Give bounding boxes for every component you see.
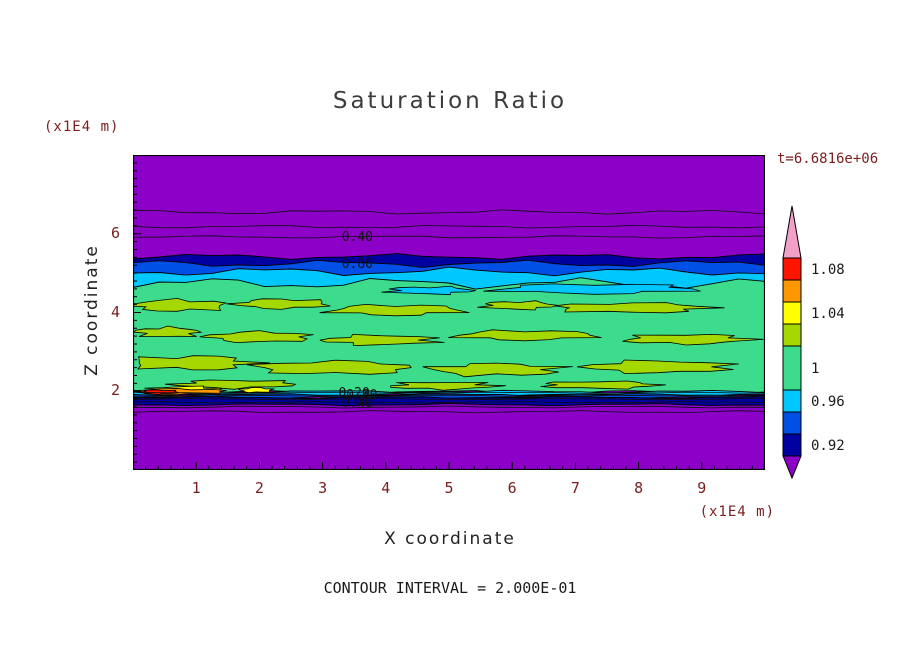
contour-interval-label: CONTOUR INTERVAL = 2.000E-01	[323, 579, 577, 597]
x-tick-label: 7	[570, 479, 580, 497]
x-tick-label: 3	[318, 479, 328, 497]
x-tick-label: 8	[634, 479, 644, 497]
contour-plot: 0.400.800.200.800.40	[133, 155, 765, 470]
contour-line-label: 0.80	[346, 388, 377, 403]
x-tick-label: 1	[191, 479, 201, 497]
x-tick-label: 4	[381, 479, 391, 497]
contour-line-label: 0.80	[342, 257, 373, 272]
colorbar-tick-label: 1.08	[811, 262, 845, 278]
contour-line-label: 0.40	[342, 396, 373, 411]
x-tick-label: 5	[444, 479, 454, 497]
x-tick-label: 2	[254, 479, 264, 497]
colorbar-tick-label: 0.96	[811, 394, 845, 410]
x-axis-title: X coordinate	[384, 529, 516, 549]
x-tick-label: 6	[507, 479, 517, 497]
y-tick-label: 4	[110, 302, 120, 321]
y-axis-unit-label: (x1E4 m)	[44, 119, 120, 135]
x-axis-unit-label: (x1E4 m)	[699, 504, 775, 520]
y-tick-label: 6	[110, 223, 120, 242]
colorbar: 1.08 1.04 1 0.96 0.92	[782, 205, 845, 480]
time-stamp-label: t=6.6816e+06	[777, 151, 879, 167]
colorbar-tick-label: 0.92	[811, 438, 845, 454]
contour-line-label: 0.20	[339, 386, 370, 401]
chart-title: Saturation Ratio	[332, 88, 568, 114]
y-tick-label: 2	[110, 381, 120, 400]
colorbar-tick-label: 1	[811, 361, 819, 377]
x-tick-label: 9	[697, 479, 707, 497]
contour-line-label: 0.40	[342, 230, 373, 245]
colorbar-tick-label: 1.04	[811, 306, 845, 322]
